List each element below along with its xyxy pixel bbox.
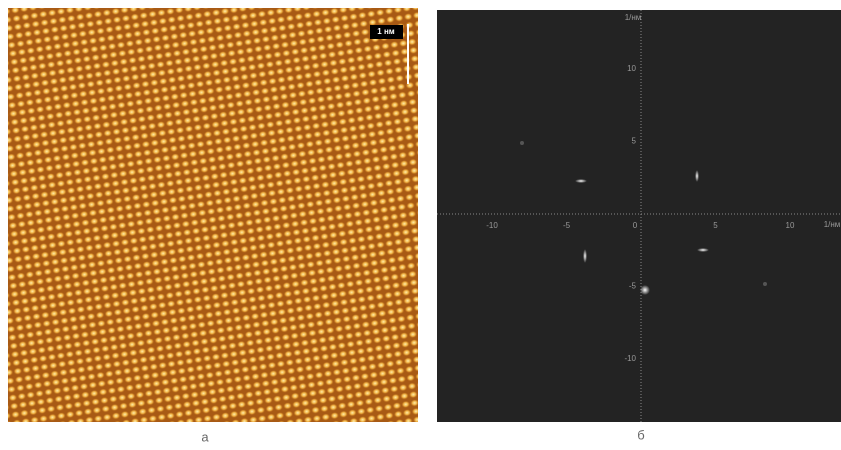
- page: 1 нм а 1/нм 1/нм б -10-50510105-5-10 (()…: [0, 0, 841, 450]
- x-tick-label: -10: [486, 221, 498, 230]
- caption: а: [201, 429, 209, 444]
- caption: б: [637, 427, 644, 442]
- panel-b: 1/нм 1/нм б -10 -5 0 5 10 10 5 -5 -10: [437, 10, 841, 442]
- x-tick-label: -5: [563, 221, 571, 230]
- stm-image: [8, 8, 418, 422]
- x-tick-label: 5: [713, 221, 718, 230]
- panel-a: 1 нм а: [8, 8, 418, 444]
- x-axis-unit: 1/нм: [824, 220, 841, 229]
- y-tick-label: -5: [629, 282, 637, 291]
- y-tick-label: 5: [632, 137, 637, 146]
- y-axis-unit: 1/нм: [625, 13, 642, 22]
- y-tick-label: -10: [624, 354, 636, 363]
- figure: 1 нм а 1/нм 1/нм б -10 -5 0 5 10 10 5 -5 -10: [0, 0, 841, 445]
- y-tick-label: 10: [627, 64, 636, 73]
- fft-image: [437, 10, 841, 422]
- x-tick-label: 0: [633, 221, 638, 230]
- x-tick-label: 10: [786, 221, 795, 230]
- scale-bar-label: 1 нм: [377, 27, 395, 36]
